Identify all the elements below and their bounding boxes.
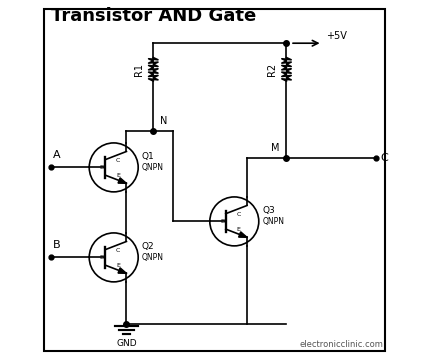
- Text: C: C: [116, 248, 120, 253]
- Text: B: B: [52, 240, 60, 250]
- Text: A: A: [52, 150, 60, 160]
- Text: Q3: Q3: [263, 206, 275, 215]
- Text: E: E: [116, 174, 120, 179]
- Text: E: E: [237, 228, 241, 233]
- Text: QNPN: QNPN: [263, 217, 284, 226]
- Text: C: C: [236, 212, 241, 217]
- Text: N: N: [160, 116, 167, 126]
- Text: Q2: Q2: [142, 242, 154, 251]
- Text: C: C: [380, 153, 388, 163]
- Text: B: B: [100, 165, 103, 170]
- Text: B: B: [100, 255, 103, 260]
- Text: R2: R2: [268, 63, 278, 76]
- Text: GND: GND: [116, 339, 137, 348]
- Text: Q1: Q1: [142, 152, 154, 161]
- Text: QNPN: QNPN: [142, 163, 164, 172]
- Text: B: B: [220, 219, 224, 224]
- Text: +5V: +5V: [326, 31, 347, 41]
- Text: E: E: [116, 264, 120, 269]
- Text: C: C: [116, 158, 120, 163]
- Text: R1: R1: [134, 63, 144, 76]
- Text: electronicclinic.com: electronicclinic.com: [300, 340, 384, 349]
- Text: M: M: [271, 143, 279, 153]
- Polygon shape: [239, 232, 247, 237]
- Polygon shape: [118, 268, 127, 273]
- Text: Transistor AND Gate: Transistor AND Gate: [51, 7, 256, 25]
- Polygon shape: [118, 178, 127, 183]
- Text: QNPN: QNPN: [142, 253, 164, 262]
